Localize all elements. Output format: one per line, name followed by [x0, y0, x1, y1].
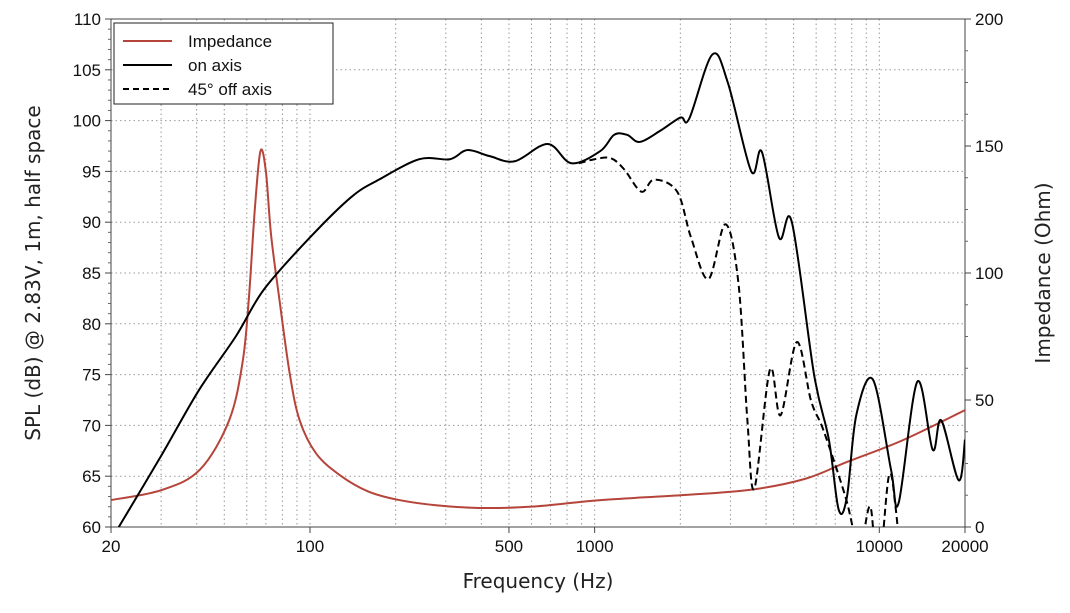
x-tick-label: 20 [102, 537, 121, 556]
x-tick-label: 100 [296, 537, 324, 556]
legend-label-on-axis: on axis [188, 56, 242, 75]
series-line-45-off-axis [578, 156, 899, 527]
y-tick-label: 70 [82, 416, 101, 435]
x-axis-label: Frequency (Hz) [463, 569, 614, 593]
y-tick-label: 75 [82, 366, 101, 385]
y2-tick-label: 50 [975, 391, 994, 410]
y-tick-label: 95 [82, 162, 101, 181]
x-tick-label: 1000 [576, 537, 614, 556]
y-axis-label: SPL (dB) @ 2.83V, 1m, half space [21, 105, 45, 440]
x-tick-label: 20000 [941, 537, 988, 556]
y-tick-label: 110 [74, 10, 101, 29]
y2-tick-label: 150 [975, 137, 1003, 156]
y-tick-label: 65 [82, 467, 101, 486]
y-tick-label: 85 [82, 264, 101, 283]
y-tick-label: 90 [82, 213, 101, 232]
series-line-on-axis [117, 52, 965, 527]
legend-label-off-axis: 45° off axis [188, 80, 272, 99]
y2-tick-label: 200 [975, 10, 1003, 29]
legend: Impedance on axis 45° off axis [113, 22, 334, 105]
y-tick-label: 100 [73, 112, 101, 131]
y2-tick-label: 0 [975, 518, 984, 537]
legend-label-impedance: Impedance [188, 32, 272, 51]
legend-box [113, 22, 334, 105]
y2-axis-label: Impedance (Ohm) [1031, 182, 1055, 363]
y-tick-label: 80 [82, 315, 101, 334]
y2-tick-label: 100 [975, 264, 1003, 283]
x-tick-label: 10000 [856, 537, 903, 556]
series-layer [111, 52, 965, 527]
y-tick-label: 105 [73, 61, 101, 80]
x-tick-label: 500 [495, 537, 523, 556]
y-tick-label: 60 [82, 518, 101, 537]
series-line-impedance [111, 148, 965, 510]
ticks: 60 65 70 75 80 85 90 95 100 105 110 0 50 100 150 200 20 1… [73, 10, 1004, 556]
